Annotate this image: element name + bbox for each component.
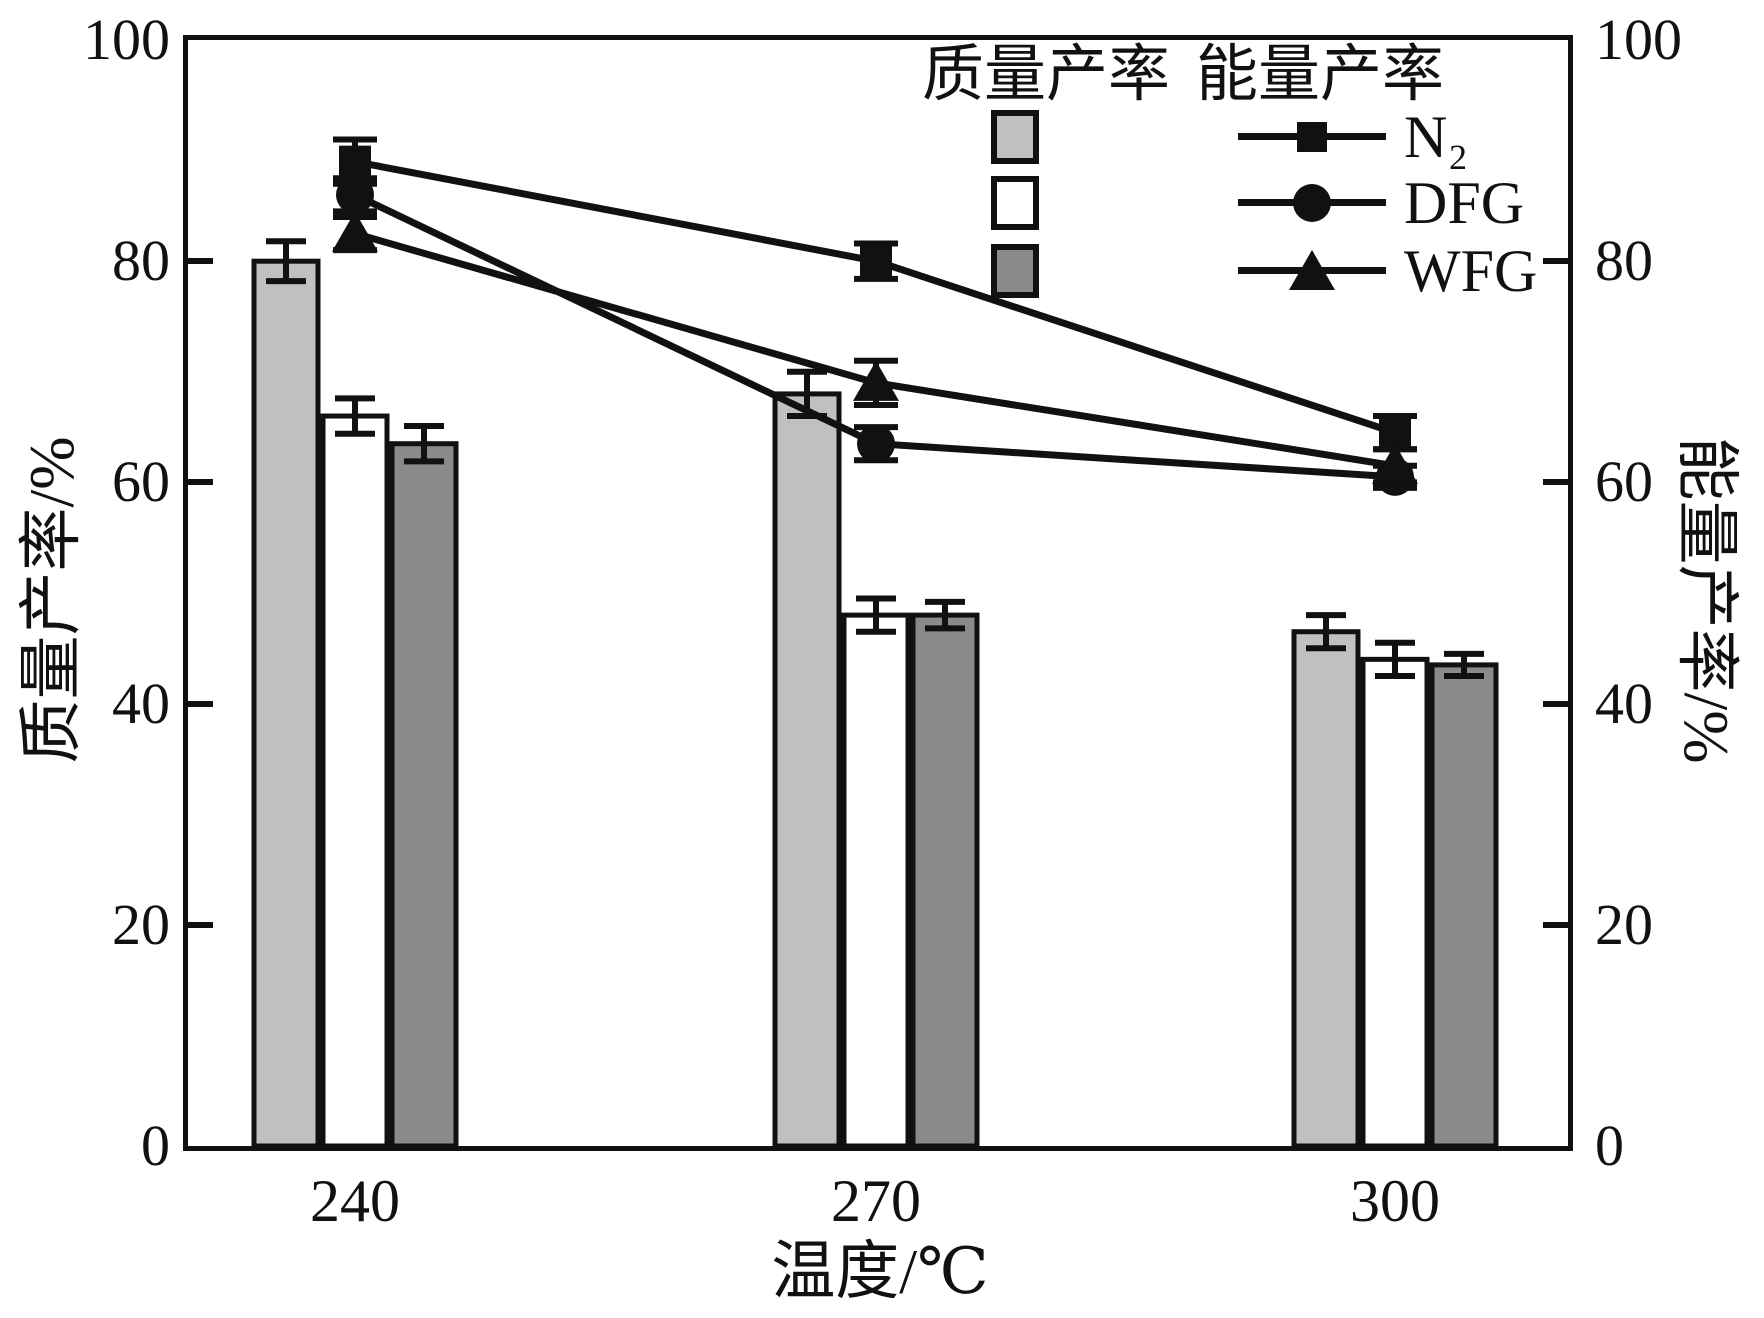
y-left-tick-label-80: 80 <box>112 228 170 294</box>
legend-swatch-DFG <box>991 176 1039 230</box>
x-tick-label-300: 300 <box>1350 1168 1440 1234</box>
bar-240-DFG <box>320 413 390 1146</box>
bar-270-WFG <box>910 612 980 1146</box>
y-left-tick-label-20: 20 <box>112 891 170 957</box>
y-right-tick-label-60: 60 <box>1595 449 1653 515</box>
legend-header-energy-yield: 能量产率 <box>1195 41 1444 109</box>
y-right-tick-80 <box>1543 258 1568 265</box>
y-right-tick-label-80: 80 <box>1595 228 1653 294</box>
y-left-tick-80 <box>188 258 213 265</box>
legend-header-mass-yield: 质量产率 <box>921 41 1170 109</box>
y-left-tick-label-100: 100 <box>83 7 170 72</box>
bar-300-WFG <box>1429 662 1499 1146</box>
y-right-tick-label-100: 100 <box>1595 7 1682 72</box>
bar-300-DFG <box>1360 656 1430 1146</box>
bar-240-WFG <box>389 441 459 1146</box>
marker-N₂-300 <box>1379 416 1411 449</box>
y-left-tick-60 <box>188 479 213 486</box>
marker-N₂-270 <box>860 245 892 278</box>
legend-circle-icon <box>1293 184 1331 222</box>
y-right-tick-20 <box>1543 921 1568 928</box>
x-tick-label-240: 240 <box>310 1168 400 1234</box>
legend-label-WFG: WFG <box>1404 238 1538 304</box>
chart-canvas <box>251 136 1499 1146</box>
legend-square-icon <box>1297 122 1327 152</box>
y-right-tick-label-20: 20 <box>1595 891 1653 957</box>
y-left-tick-label-0: 0 <box>141 1113 170 1178</box>
y-left-tick-label-60: 60 <box>112 449 170 515</box>
legend-label-DFG: DFG <box>1404 170 1525 236</box>
marker-N₂-240 <box>339 145 371 178</box>
marker-WFG-270 <box>853 360 899 401</box>
marker-WFG-300 <box>1372 443 1418 484</box>
marker-DFG-270 <box>857 424 895 463</box>
legend-swatch-WFG <box>991 244 1039 298</box>
bar-270-DFG <box>841 612 911 1146</box>
y-right-tick-40 <box>1543 700 1568 707</box>
x-tick-label-270: 270 <box>831 1168 921 1234</box>
plot-area <box>183 35 1573 1151</box>
x-axis-label: 温度/℃ <box>771 1236 989 1307</box>
bar-270-N₂ <box>772 391 842 1146</box>
bar-300-N₂ <box>1291 629 1361 1146</box>
y-left-tick-20 <box>188 921 213 928</box>
marker-DFG-240 <box>336 175 374 214</box>
legend-triangle-icon <box>1289 250 1335 290</box>
y-right-tick-label-0: 0 <box>1595 1113 1624 1178</box>
bar-240-N₂ <box>251 258 321 1146</box>
y-right-tick-label-40: 40 <box>1595 670 1653 736</box>
y-right-tick-60 <box>1543 479 1568 486</box>
y-left-tick-label-40: 40 <box>112 670 170 736</box>
legend-swatch-N₂ <box>991 110 1039 164</box>
marker-WFG-240 <box>332 211 378 252</box>
legend-label-N₂: N₂ <box>1404 104 1469 170</box>
y-left-tick-40 <box>188 700 213 707</box>
